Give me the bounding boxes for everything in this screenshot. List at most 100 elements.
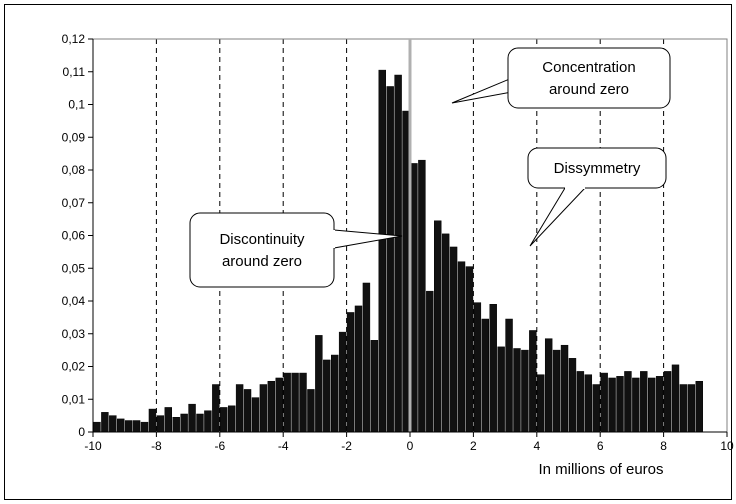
bar <box>552 349 561 433</box>
bar <box>235 384 244 433</box>
bar <box>220 407 228 433</box>
bar <box>505 318 513 433</box>
x-tick-label: 4 <box>533 439 540 453</box>
bar <box>259 384 268 433</box>
bar <box>196 413 204 433</box>
bar <box>544 338 553 433</box>
bar <box>465 266 474 433</box>
bar <box>648 377 656 433</box>
bar <box>156 415 165 433</box>
x-tick-label: -4 <box>278 439 289 453</box>
bar <box>323 359 331 433</box>
bar <box>315 335 323 433</box>
x-tick-label: 2 <box>470 439 477 453</box>
bar <box>93 421 101 433</box>
bar <box>434 220 442 433</box>
callout-3: Discontinuity around zero <box>189 212 403 288</box>
bar <box>148 408 157 433</box>
bar <box>140 421 149 433</box>
bar <box>267 380 276 433</box>
x-tick-label: 0 <box>407 439 414 453</box>
bar <box>576 371 585 433</box>
callouts: Concentration around zero Dissymmetry Disco… <box>189 47 671 288</box>
bar <box>624 371 632 433</box>
x-tick-label: -2 <box>341 439 352 453</box>
callout-pointer <box>529 187 587 247</box>
bar <box>537 374 545 433</box>
bar <box>117 418 125 433</box>
bar <box>410 163 418 433</box>
bar <box>679 384 688 433</box>
bar <box>299 372 307 433</box>
bar <box>473 302 482 433</box>
bar <box>584 374 593 433</box>
bar <box>204 410 212 433</box>
bar <box>513 348 521 433</box>
bar <box>109 415 117 433</box>
y-tick-label: 0,09 <box>62 130 86 144</box>
y-tick-label: 0,01 <box>62 392 86 406</box>
bar <box>441 233 450 433</box>
bar <box>671 364 680 433</box>
bar <box>132 420 141 433</box>
callout-pointer <box>451 77 513 104</box>
bar <box>338 331 347 433</box>
bar <box>521 349 529 433</box>
axes: 0 0,01 0,02 0,03 0,04 0,05 0,06 0,07 0,08 0,09 0,1… <box>62 32 734 453</box>
bar <box>378 69 386 433</box>
callout-text: Discontinuity <box>219 231 305 248</box>
bar <box>291 372 299 433</box>
y-tick-label: 0,05 <box>62 261 86 275</box>
x-tick-label: 10 <box>720 439 734 453</box>
bar <box>386 86 394 433</box>
x-tick-label: -10 <box>84 439 102 453</box>
bar <box>307 389 315 433</box>
bar <box>101 412 109 433</box>
bar <box>164 407 172 433</box>
y-tick-label: 0,1 <box>68 98 85 112</box>
bar <box>275 377 283 433</box>
bar <box>592 384 600 433</box>
bar <box>663 371 672 433</box>
bar <box>124 420 133 433</box>
bar <box>529 330 537 433</box>
bar <box>600 372 608 433</box>
bar <box>481 318 490 433</box>
y-tick-label: 0,02 <box>62 360 86 374</box>
callout-text: Concentration <box>542 59 635 76</box>
y-tick-label: 0,07 <box>62 196 86 210</box>
bar <box>418 159 426 433</box>
bar <box>655 376 664 433</box>
callout-text: around zero <box>549 81 629 98</box>
x-tick-label: 6 <box>597 439 604 453</box>
y-tick-label: 0,06 <box>62 229 86 243</box>
bar <box>251 397 260 433</box>
bar <box>608 377 616 433</box>
callout-text: Dissymmetry <box>554 160 641 177</box>
bar <box>354 305 363 433</box>
callout-1: Concentration around zero <box>451 47 671 109</box>
bar <box>346 312 355 433</box>
bar <box>449 246 458 433</box>
callout-2: Dissymmetry <box>527 147 667 247</box>
bar <box>370 340 379 433</box>
bar <box>331 354 339 433</box>
bar <box>497 346 505 433</box>
bar <box>640 371 648 433</box>
callout-box <box>507 47 671 109</box>
bar <box>616 376 624 433</box>
bar <box>394 74 402 433</box>
y-tick-label: 0,03 <box>62 327 86 341</box>
bar <box>188 403 196 433</box>
bar <box>695 380 703 433</box>
bar <box>426 290 434 433</box>
y-tick-label: 0,11 <box>63 65 86 79</box>
bar <box>362 282 371 433</box>
callout-box <box>189 212 335 288</box>
y-tick-label: 0,12 <box>62 32 86 46</box>
bar <box>568 358 577 433</box>
x-tick-label: -8 <box>151 439 162 453</box>
bar <box>560 344 569 433</box>
bar <box>283 372 291 433</box>
